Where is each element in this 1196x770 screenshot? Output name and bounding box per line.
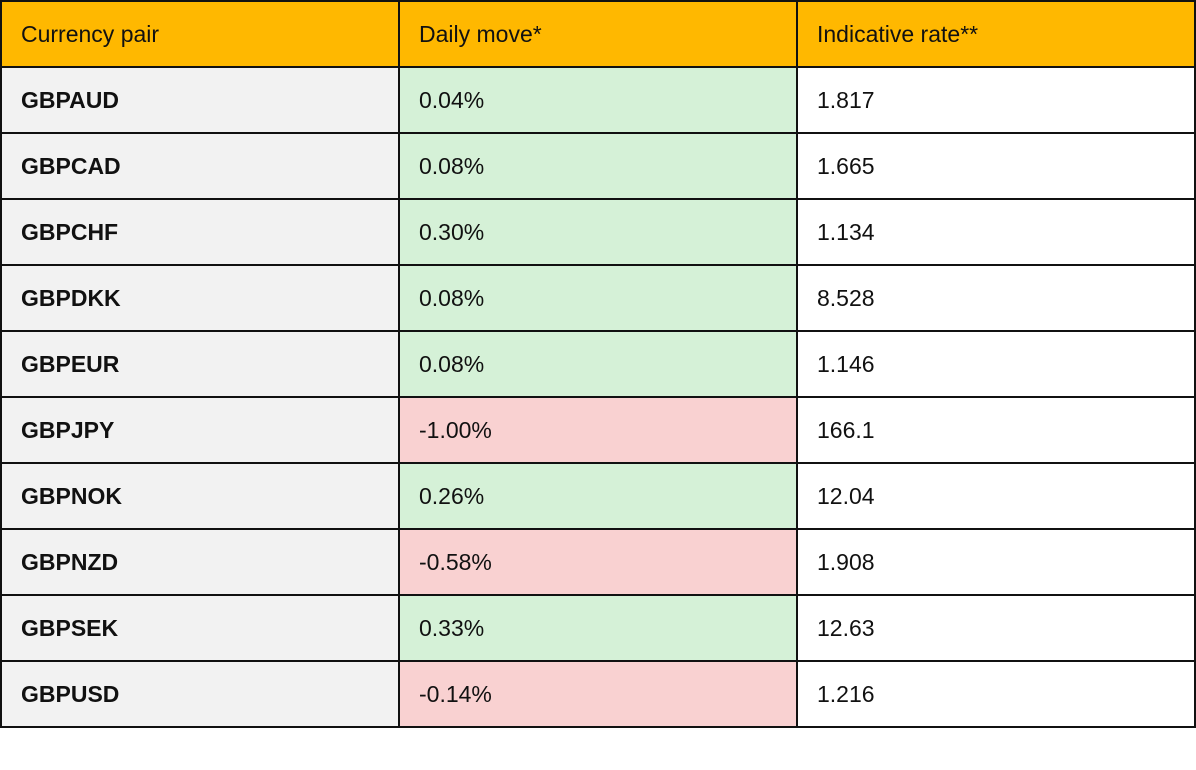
- currency-pair-cell: GBPJPY: [0, 396, 400, 464]
- column-header-indicative-rate: Indicative rate**: [796, 0, 1196, 68]
- currency-pair-cell: GBPCAD: [0, 132, 400, 200]
- table-row: GBPSEK 0.33% 12.63: [0, 594, 1196, 662]
- daily-move-cell: -0.14%: [398, 660, 798, 728]
- indicative-rate-cell: 1.665: [796, 132, 1196, 200]
- table-row: GBPUSD -0.14% 1.216: [0, 660, 1196, 728]
- header-row: Currency pair Daily move* Indicative rat…: [0, 0, 1196, 68]
- currency-pair-cell: GBPNOK: [0, 462, 400, 530]
- currency-table: Currency pair Daily move* Indicative rat…: [0, 0, 1196, 728]
- table-row: GBPCHF 0.30% 1.134: [0, 198, 1196, 266]
- table-row: GBPDKK 0.08% 8.528: [0, 264, 1196, 332]
- table-row: GBPJPY -1.00% 166.1: [0, 396, 1196, 464]
- daily-move-cell: 0.30%: [398, 198, 798, 266]
- currency-pair-cell: GBPDKK: [0, 264, 400, 332]
- currency-pair-cell: GBPNZD: [0, 528, 400, 596]
- currency-pair-cell: GBPUSD: [0, 660, 400, 728]
- indicative-rate-cell: 1.817: [796, 66, 1196, 134]
- daily-move-cell: -1.00%: [398, 396, 798, 464]
- indicative-rate-cell: 1.134: [796, 198, 1196, 266]
- indicative-rate-cell: 8.528: [796, 264, 1196, 332]
- table-row: GBPNZD -0.58% 1.908: [0, 528, 1196, 596]
- table-row: GBPAUD 0.04% 1.817: [0, 66, 1196, 134]
- daily-move-cell: 0.26%: [398, 462, 798, 530]
- table-row: GBPNOK 0.26% 12.04: [0, 462, 1196, 530]
- daily-move-cell: -0.58%: [398, 528, 798, 596]
- indicative-rate-cell: 1.216: [796, 660, 1196, 728]
- currency-pair-cell: GBPEUR: [0, 330, 400, 398]
- daily-move-cell: 0.08%: [398, 132, 798, 200]
- indicative-rate-cell: 12.04: [796, 462, 1196, 530]
- daily-move-cell: 0.04%: [398, 66, 798, 134]
- table-body: GBPAUD 0.04% 1.817 GBPCAD 0.08% 1.665 GBPCHF 0.…: [0, 66, 1196, 728]
- indicative-rate-cell: 12.63: [796, 594, 1196, 662]
- currency-pair-cell: GBPAUD: [0, 66, 400, 134]
- table-row: GBPEUR 0.08% 1.146: [0, 330, 1196, 398]
- currency-pair-cell: GBPSEK: [0, 594, 400, 662]
- currency-pair-cell: GBPCHF: [0, 198, 400, 266]
- daily-move-cell: 0.33%: [398, 594, 798, 662]
- table-header: Currency pair Daily move* Indicative rat…: [0, 0, 1196, 68]
- indicative-rate-cell: 166.1: [796, 396, 1196, 464]
- column-header-daily-move: Daily move*: [398, 0, 798, 68]
- indicative-rate-cell: 1.146: [796, 330, 1196, 398]
- daily-move-cell: 0.08%: [398, 330, 798, 398]
- table-row: GBPCAD 0.08% 1.665: [0, 132, 1196, 200]
- column-header-currency-pair: Currency pair: [0, 0, 400, 68]
- daily-move-cell: 0.08%: [398, 264, 798, 332]
- indicative-rate-cell: 1.908: [796, 528, 1196, 596]
